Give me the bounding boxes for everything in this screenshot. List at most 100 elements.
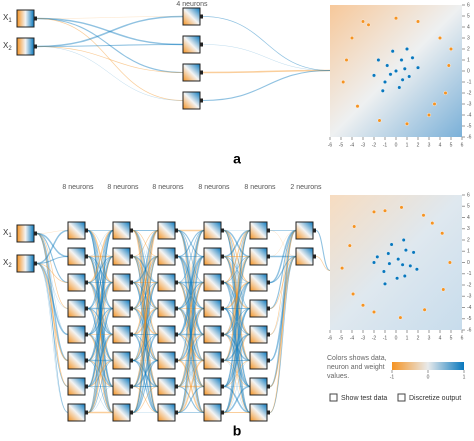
data-point bbox=[414, 267, 419, 272]
data-point bbox=[405, 121, 410, 126]
neuron bbox=[112, 221, 131, 240]
neuron bbox=[182, 91, 201, 110]
connection bbox=[87, 255, 114, 284]
x-tick-label: 0 bbox=[395, 142, 398, 148]
connection bbox=[202, 44, 331, 71]
neuron-port bbox=[85, 332, 88, 337]
connection bbox=[132, 281, 159, 388]
neuron bbox=[16, 224, 35, 243]
data-point bbox=[355, 104, 360, 109]
data-point bbox=[383, 208, 388, 213]
connection bbox=[177, 333, 205, 362]
neuron bbox=[67, 325, 86, 344]
connection bbox=[87, 281, 114, 362]
input-label: X2 bbox=[3, 258, 12, 268]
data-point bbox=[440, 231, 445, 236]
connection bbox=[36, 17, 184, 46]
y-tick-label: 3 bbox=[467, 226, 470, 232]
data-point bbox=[399, 58, 404, 63]
neuron bbox=[203, 377, 222, 396]
connection bbox=[177, 255, 205, 336]
x-tick-label: -5 bbox=[339, 335, 344, 341]
neuron-port bbox=[85, 306, 88, 311]
connection bbox=[36, 46, 184, 101]
connection bbox=[36, 46, 184, 73]
connection bbox=[223, 255, 251, 362]
data-point bbox=[400, 262, 405, 267]
connection bbox=[223, 229, 251, 258]
neuron bbox=[249, 403, 268, 422]
neuron-port bbox=[130, 228, 133, 233]
y-tick-label: 3 bbox=[467, 35, 470, 41]
connection bbox=[177, 230, 205, 413]
connection bbox=[132, 230, 159, 387]
connection bbox=[177, 334, 205, 413]
x-tick-label: 5 bbox=[450, 142, 453, 148]
neuron-port bbox=[34, 261, 37, 266]
neuron bbox=[203, 273, 222, 292]
input-name: X bbox=[3, 228, 9, 237]
connection bbox=[36, 233, 69, 309]
neuron bbox=[112, 377, 131, 396]
connection bbox=[177, 229, 205, 258]
connection bbox=[269, 229, 297, 388]
connection bbox=[87, 360, 114, 413]
plot-background bbox=[330, 195, 462, 330]
neuron bbox=[295, 221, 314, 240]
neuron bbox=[112, 273, 131, 292]
connection bbox=[132, 308, 159, 387]
connection bbox=[177, 229, 205, 258]
neuron bbox=[249, 325, 268, 344]
connection bbox=[87, 308, 114, 361]
connection bbox=[132, 282, 159, 413]
connection bbox=[177, 229, 205, 362]
neuron-port bbox=[267, 410, 270, 415]
connection bbox=[132, 386, 159, 413]
panel-label: a bbox=[233, 151, 241, 167]
data-point bbox=[438, 36, 443, 41]
connection bbox=[177, 385, 205, 414]
data-point bbox=[446, 63, 451, 68]
neuron bbox=[203, 403, 222, 422]
connection bbox=[87, 229, 114, 414]
connection bbox=[177, 281, 205, 388]
neuron-port bbox=[267, 358, 270, 363]
y-tick-label: 4 bbox=[467, 215, 470, 221]
neuron-port bbox=[34, 44, 37, 49]
connection bbox=[87, 256, 114, 413]
scale-tick-label: 1 bbox=[463, 374, 466, 380]
connection bbox=[87, 256, 114, 413]
connection bbox=[177, 230, 205, 413]
neuron-port bbox=[175, 280, 178, 285]
connection bbox=[87, 282, 114, 387]
connection bbox=[132, 255, 159, 414]
neuron-port bbox=[267, 254, 270, 259]
y-tick-label: 5 bbox=[467, 13, 470, 19]
connection bbox=[177, 230, 205, 283]
connection bbox=[132, 281, 159, 362]
connection bbox=[132, 230, 159, 387]
checkbox[interactable] bbox=[329, 393, 338, 402]
connection bbox=[269, 229, 297, 310]
connection bbox=[177, 307, 205, 362]
connection bbox=[132, 229, 159, 414]
data-point bbox=[388, 72, 393, 77]
connection bbox=[36, 232, 69, 258]
input-name: X bbox=[3, 13, 9, 22]
connection bbox=[223, 256, 251, 413]
connection bbox=[87, 229, 114, 284]
neuron bbox=[67, 351, 86, 370]
connection bbox=[223, 281, 251, 414]
connection bbox=[36, 43, 184, 48]
neuron bbox=[112, 247, 131, 266]
connection bbox=[223, 281, 251, 336]
neuron-port bbox=[175, 410, 178, 415]
connection bbox=[87, 307, 114, 414]
y-tick-label: 6 bbox=[467, 2, 470, 8]
checkbox[interactable] bbox=[397, 393, 406, 402]
connection bbox=[87, 307, 114, 414]
connection bbox=[223, 360, 251, 387]
connection bbox=[177, 255, 205, 414]
neuron bbox=[67, 247, 86, 266]
connection bbox=[269, 229, 297, 284]
